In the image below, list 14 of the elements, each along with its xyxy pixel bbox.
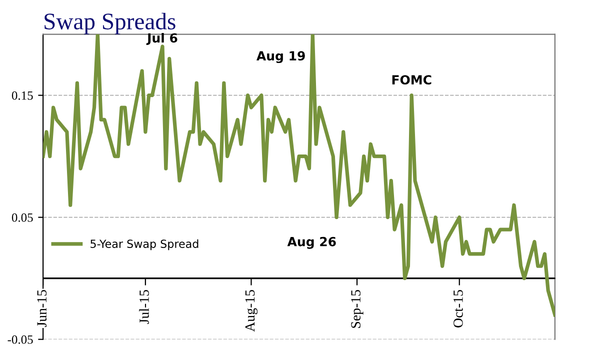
- annotation: Jul 6: [146, 33, 178, 46]
- y-tick-label: 0.05: [12, 213, 33, 222]
- chart-title: Swap Spreads: [44, 12, 176, 34]
- x-tick-label: Oct-15: [454, 290, 463, 328]
- annotation: Aug 19: [256, 51, 305, 64]
- y-tick-label: -0.05: [8, 335, 33, 344]
- x-tick-label: Aug-15: [245, 290, 258, 332]
- annotation: FOMC: [392, 75, 432, 85]
- x-tick-label: Sep-15: [351, 290, 364, 328]
- x-tick-label: Jun-15: [37, 290, 47, 327]
- y-tick-label: 0.15: [12, 91, 33, 100]
- x-tick-label: Jul-15: [139, 290, 149, 324]
- annotation: Aug 26: [287, 236, 336, 249]
- legend-label: 5-Year Swap Spread: [90, 239, 198, 250]
